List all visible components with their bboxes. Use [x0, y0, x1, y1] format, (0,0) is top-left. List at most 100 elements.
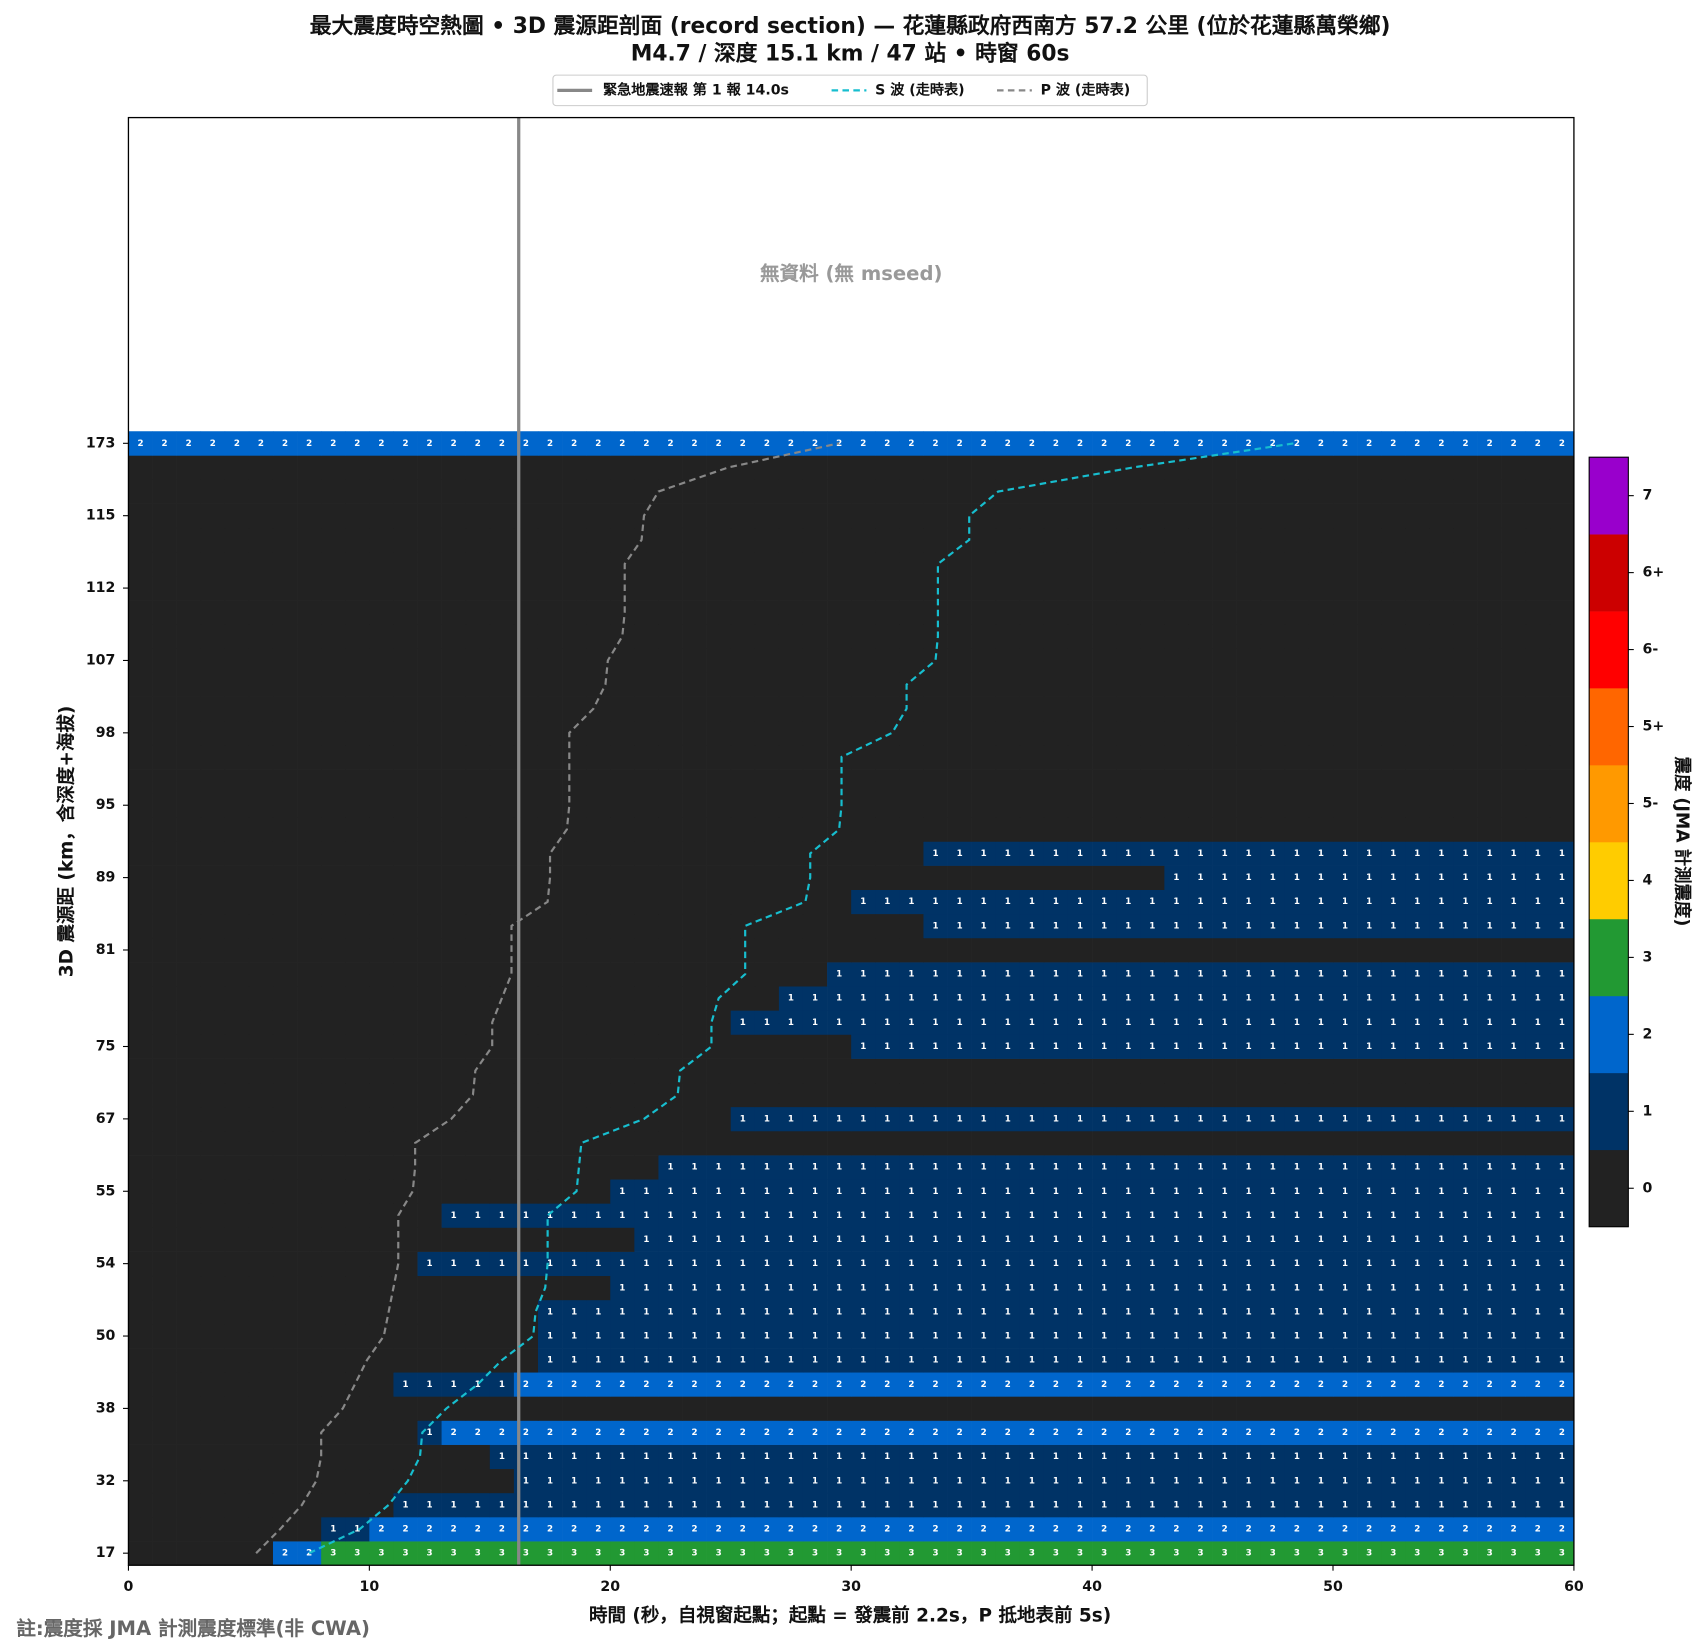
- heatmap-cell: [1525, 1275, 1551, 1301]
- cell-label: 2: [547, 439, 553, 449]
- heatmap-cell: [1333, 503, 1358, 529]
- heatmap-cell: [1429, 1275, 1454, 1301]
- cell-label: 1: [1246, 1042, 1252, 1052]
- heatmap-cell: [1284, 1541, 1310, 1566]
- heatmap-cell: [369, 1082, 394, 1108]
- heatmap-cell: [272, 1034, 298, 1059]
- heatmap-cell: [971, 1372, 997, 1397]
- heatmap-cell: [947, 1444, 972, 1470]
- heatmap-cell: [321, 769, 346, 794]
- heatmap-cell: [562, 865, 587, 890]
- cell-label: 1: [619, 1452, 625, 1462]
- heatmap-cell: [754, 1082, 780, 1108]
- heatmap-cell: [923, 527, 948, 553]
- heatmap-cell: [658, 1396, 683, 1421]
- cell-label: 1: [1197, 1018, 1203, 1028]
- heatmap-cell: [682, 865, 707, 890]
- cell-label: 1: [1029, 1452, 1035, 1462]
- heatmap-cell: [1453, 551, 1478, 577]
- heatmap-cell: [1019, 696, 1045, 722]
- heatmap-cell: [1212, 1275, 1237, 1301]
- heatmap-cell: [706, 865, 732, 890]
- heatmap-cell: [851, 503, 876, 529]
- cell-label: 2: [932, 1428, 938, 1438]
- heatmap-cell: [851, 1251, 876, 1277]
- heatmap-cell: [224, 865, 250, 890]
- cell-label: 2: [1101, 1525, 1107, 1535]
- cell-label: 2: [667, 439, 673, 449]
- heatmap-cell: [947, 1058, 972, 1084]
- heatmap-cell: [634, 1444, 659, 1470]
- heatmap-cell: [1549, 1227, 1575, 1252]
- cell-label: 1: [619, 1259, 625, 1269]
- heatmap-cell: [1212, 769, 1237, 794]
- heatmap-cell: [1477, 1468, 1502, 1494]
- heatmap-cell: [369, 503, 394, 529]
- heatmap-cell: [802, 986, 828, 1011]
- heatmap-cell: [1043, 1348, 1069, 1373]
- heatmap-cell: [1236, 624, 1262, 649]
- heatmap-cell: [730, 1323, 756, 1349]
- heatmap-cell: [730, 527, 756, 553]
- heatmap-cell: [1188, 1275, 1213, 1301]
- cell-label: 2: [1559, 1380, 1565, 1390]
- cell-label: 1: [1487, 1211, 1493, 1221]
- cell-label: 3: [354, 1549, 360, 1559]
- heatmap-cell: [1260, 1299, 1286, 1325]
- cell-label: 1: [1005, 1332, 1011, 1342]
- heatmap-cell: [297, 479, 322, 504]
- heatmap-cell: [1405, 551, 1430, 577]
- cell-label: 2: [547, 1380, 553, 1390]
- cell-label: 1: [1559, 1452, 1565, 1462]
- heatmap-cell: [562, 1155, 587, 1180]
- heatmap-cell: [417, 527, 442, 553]
- heatmap-cell: [1212, 479, 1237, 504]
- heatmap-cell: [1308, 769, 1334, 794]
- heatmap-cell: [1188, 648, 1213, 673]
- heatmap-cell: [128, 1299, 153, 1325]
- heatmap-cell: [1188, 696, 1213, 722]
- heatmap-cell: [369, 1275, 394, 1301]
- cell-label: 2: [908, 1428, 914, 1438]
- heatmap-cell: [1549, 841, 1575, 866]
- cell-label: 1: [595, 1476, 601, 1486]
- heatmap-cell: [827, 1106, 852, 1132]
- heatmap-cell: [1525, 1058, 1551, 1084]
- heatmap-cell: [1188, 793, 1213, 818]
- cell-label: 1: [1511, 1332, 1517, 1342]
- colorbar-tick-label: 4: [1642, 872, 1652, 888]
- heatmap-cell: [1333, 1155, 1358, 1180]
- heatmap-cell: [128, 1203, 153, 1228]
- cell-label: 2: [499, 439, 505, 449]
- cell-label: 1: [1294, 897, 1300, 907]
- heatmap-cell: [899, 1396, 924, 1421]
- heatmap-cell: [1236, 1492, 1262, 1518]
- heatmap-cell: [1212, 1492, 1237, 1518]
- heatmap-cell: [1092, 986, 1117, 1011]
- heatmap-cell: [658, 1034, 683, 1059]
- heatmap-cell: [1308, 1251, 1334, 1277]
- heatmap-cell: [923, 889, 948, 915]
- heatmap-cell: [971, 455, 997, 480]
- heatmap-cell: [297, 889, 322, 915]
- heatmap-cell: [610, 817, 635, 842]
- heatmap-cell: [1284, 1420, 1310, 1445]
- cell-label: 2: [740, 439, 746, 449]
- heatmap-cell: [1019, 793, 1045, 818]
- heatmap-cell: [1284, 1516, 1310, 1542]
- cell-label: 1: [1390, 849, 1396, 859]
- heatmap-cell: [706, 455, 732, 480]
- heatmap-cell: [417, 1155, 442, 1180]
- heatmap-cell: [248, 1372, 274, 1397]
- cell-label: 1: [1246, 1356, 1252, 1366]
- heatmap-cell: [152, 551, 177, 577]
- heatmap-cell: [1405, 769, 1430, 794]
- colorbar-tick-label: 1: [1642, 1103, 1652, 1119]
- heatmap-cell: [537, 1010, 563, 1035]
- cell-label: 1: [740, 1187, 746, 1197]
- heatmap-cell: [971, 889, 997, 915]
- cell-label: 2: [1414, 439, 1420, 449]
- cell-label: 2: [475, 439, 481, 449]
- heatmap-cell: [128, 913, 153, 939]
- heatmap-cell: [899, 1155, 924, 1180]
